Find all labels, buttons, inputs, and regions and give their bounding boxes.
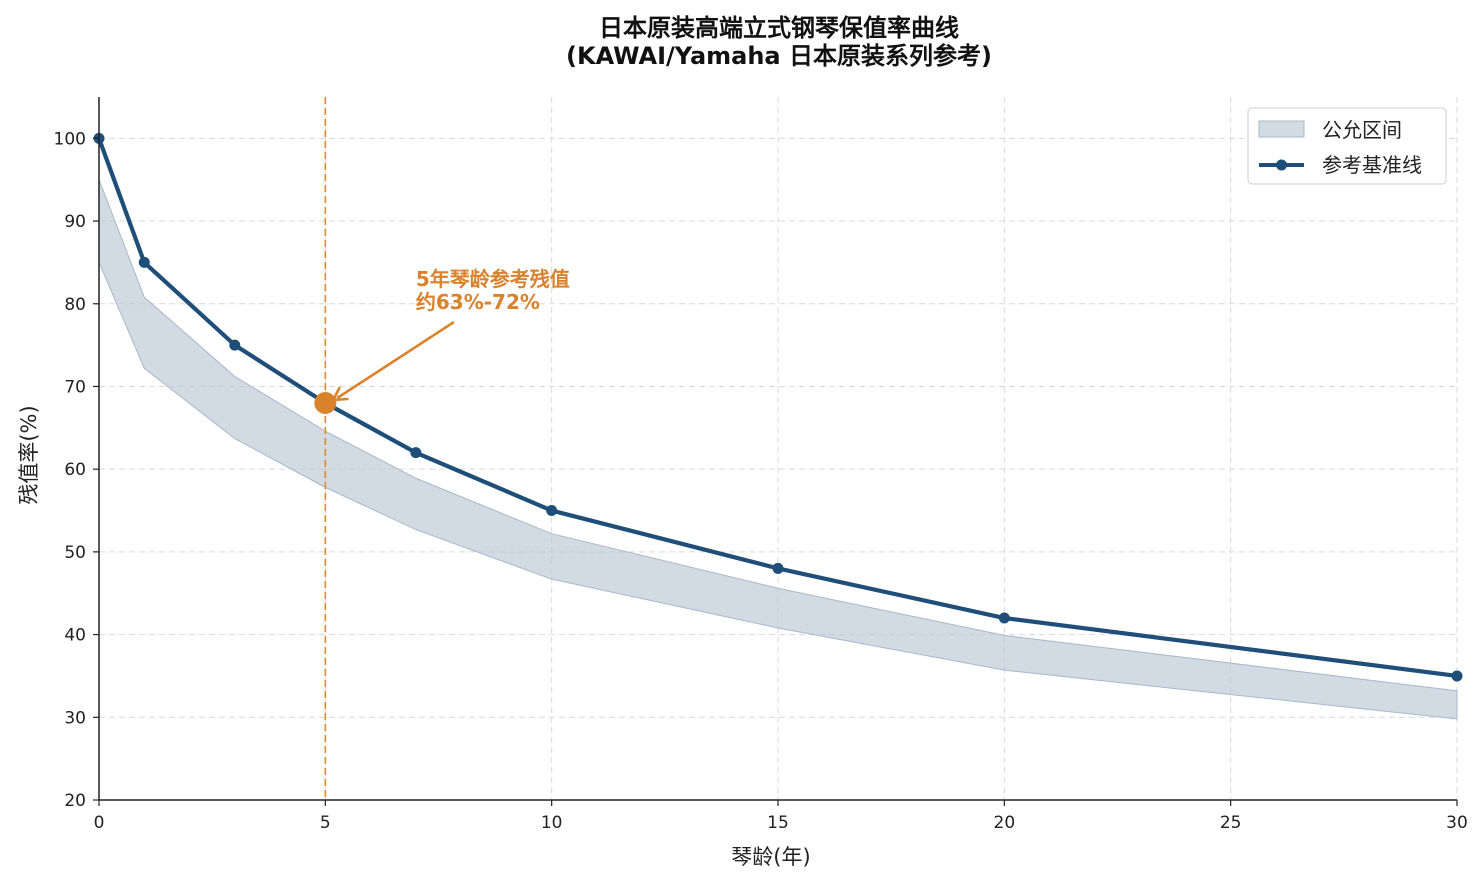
x-axis-label: 琴龄(年) bbox=[731, 845, 810, 869]
legend-marker-swatch bbox=[1276, 159, 1287, 171]
x-tick-label: 15 bbox=[767, 813, 789, 833]
legend-label-band: 公允区间 bbox=[1322, 118, 1402, 142]
data-point bbox=[772, 562, 784, 574]
x-tick-label: 25 bbox=[1220, 813, 1242, 833]
x-tick-label: 30 bbox=[1446, 813, 1468, 833]
annotation-text-line1: 5年琴龄参考残值 bbox=[416, 267, 570, 291]
data-point bbox=[229, 339, 241, 351]
x-tick-label: 5 bbox=[320, 813, 331, 833]
data-point bbox=[546, 505, 558, 517]
chart-title-line2: (KAWAI/Yamaha 日本原装系列参考) bbox=[566, 42, 992, 70]
data-point bbox=[138, 256, 150, 268]
chart-title-line1: 日本原装高端立式钢琴保值率曲线 bbox=[599, 14, 959, 42]
y-tick-label: 40 bbox=[64, 626, 86, 646]
annotation-arrow-line bbox=[336, 320, 455, 400]
x-tick-label: 10 bbox=[541, 813, 563, 833]
legend-band-swatch bbox=[1258, 120, 1305, 138]
legend-label-series: 参考基准线 bbox=[1322, 153, 1422, 177]
x-tick-label: 20 bbox=[994, 813, 1016, 833]
data-point bbox=[1451, 670, 1463, 682]
y-tick-label: 100 bbox=[54, 129, 86, 149]
y-tick-label: 50 bbox=[64, 543, 86, 563]
y-tick-label: 80 bbox=[64, 295, 86, 315]
y-tick-label: 60 bbox=[64, 460, 86, 480]
y-tick-label: 90 bbox=[64, 212, 86, 232]
data-point bbox=[410, 447, 422, 459]
y-axis-label: 残值率(%) bbox=[17, 405, 41, 504]
highlight-point bbox=[314, 392, 337, 415]
x-tick-label: 0 bbox=[94, 813, 105, 833]
data-point bbox=[998, 612, 1010, 624]
axes: 0 5 10 15 20 25 30 20 30 40 50 60 70 80 90 100 bbox=[54, 97, 1468, 833]
y-tick-label: 20 bbox=[64, 791, 86, 811]
y-tick-label: 30 bbox=[64, 708, 86, 728]
annotation-text-line2: 约63%-72% bbox=[416, 290, 540, 314]
y-tick-label: 70 bbox=[64, 377, 86, 397]
